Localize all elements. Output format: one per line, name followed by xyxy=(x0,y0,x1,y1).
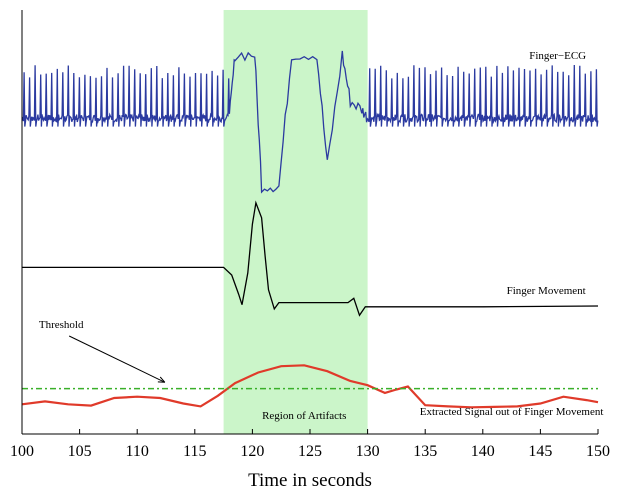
threshold-arrow xyxy=(68,335,166,383)
annotation-2: Threshold xyxy=(39,319,84,331)
x-tick-label-2: 110 xyxy=(125,443,148,460)
annotation-1: Finger Movement xyxy=(507,285,586,297)
x-tick-label-7: 135 xyxy=(413,443,437,460)
series-line-2 xyxy=(21,364,599,409)
series-line-0 xyxy=(21,50,599,194)
annotation-0: Finger−ECG xyxy=(529,50,586,62)
x-tick-label-9: 145 xyxy=(528,443,552,460)
x-tick-label-0: 100 xyxy=(10,443,34,460)
annotation-4: Extracted Signal out of Finger Movement xyxy=(420,406,604,418)
x-tick-label-4: 120 xyxy=(240,443,264,460)
x-tick-label-5: 125 xyxy=(298,443,322,460)
x-tick-label-3: 115 xyxy=(183,443,206,460)
x-tick-label-6: 130 xyxy=(356,443,380,460)
x-tick-label-8: 140 xyxy=(471,443,495,460)
artifact-region xyxy=(223,10,368,434)
x-tick-label-1: 105 xyxy=(68,443,92,460)
threshold-arrowhead xyxy=(157,376,166,383)
annotation-3: Region of Artifacts xyxy=(262,410,346,422)
x-axis-title: Time in seconds xyxy=(248,470,372,491)
x-tick-label-10: 150 xyxy=(586,443,610,460)
series-line-1 xyxy=(22,200,599,317)
